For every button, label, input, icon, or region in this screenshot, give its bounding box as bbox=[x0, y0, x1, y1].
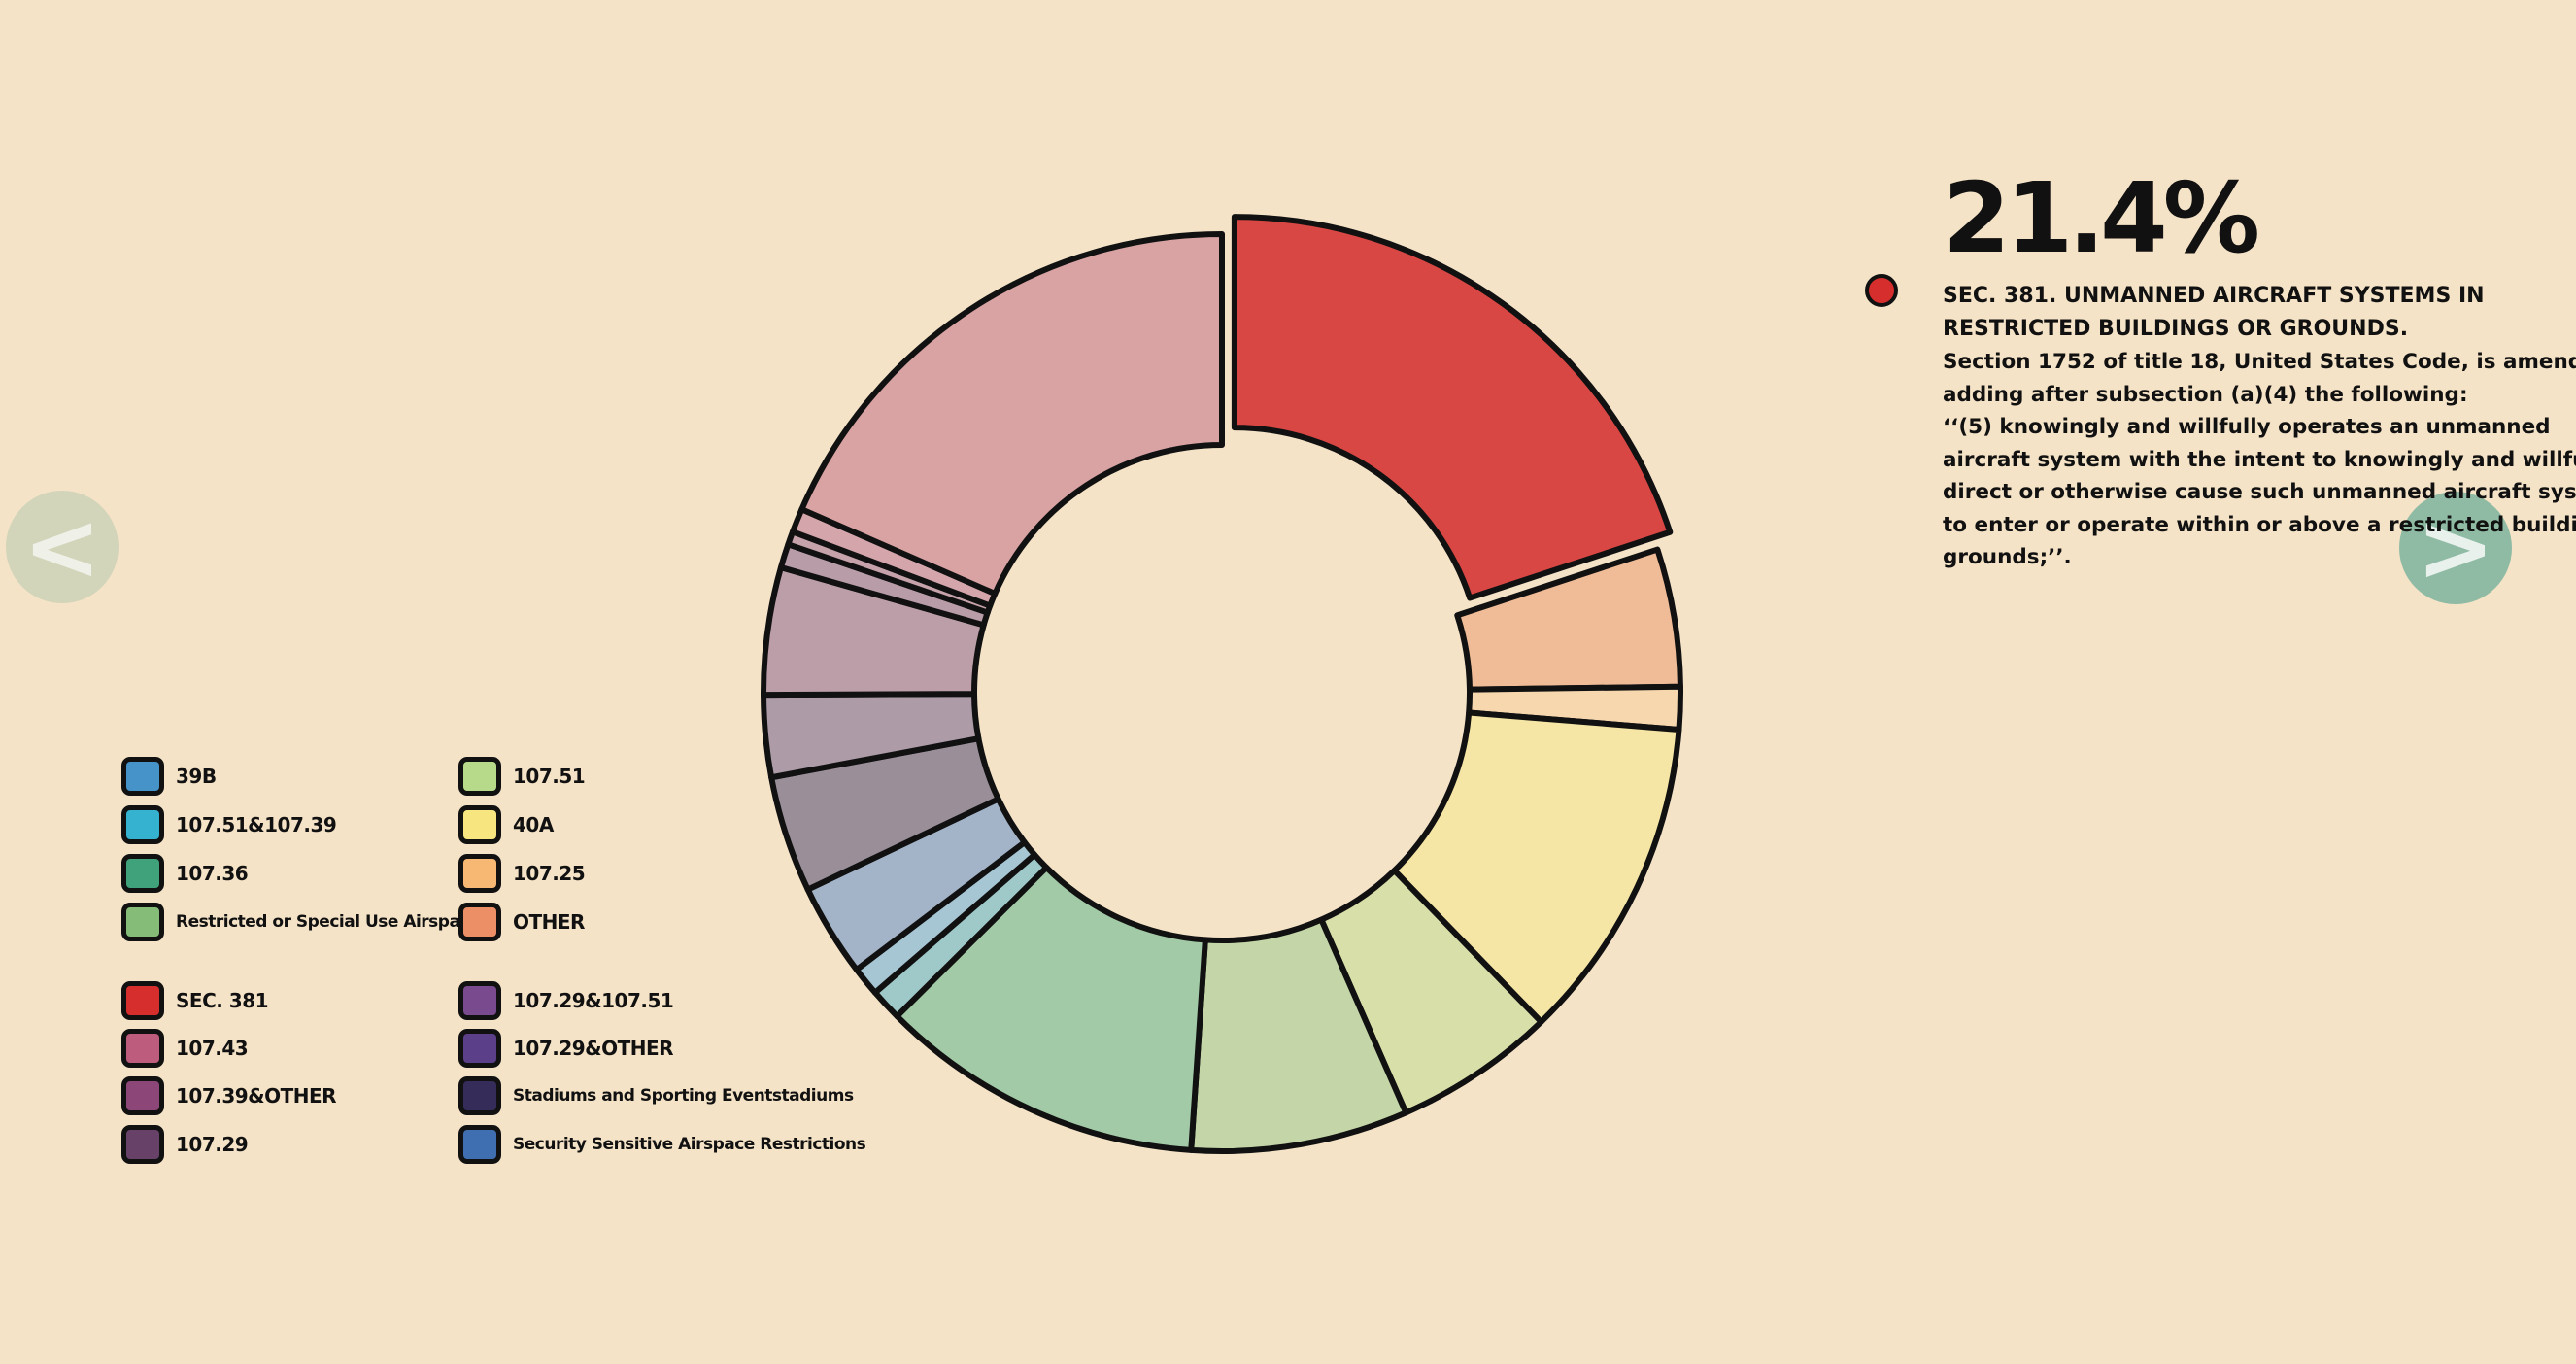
legend-swatch bbox=[458, 1029, 501, 1068]
legend-swatch bbox=[121, 1076, 164, 1115]
legend-item[interactable]: 107.36 bbox=[121, 853, 249, 894]
legend-item[interactable]: 107.39&OTHER bbox=[121, 1075, 337, 1116]
donut-slice-3[interactable] bbox=[1391, 709, 1682, 1025]
legend-swatch bbox=[121, 854, 164, 893]
detail-body-line: Section 1752 of title 18, United States … bbox=[1943, 350, 2576, 374]
legend-swatch bbox=[121, 981, 164, 1020]
legend-label: 39B bbox=[176, 765, 217, 788]
legend-label: 107.39&OTHER bbox=[176, 1084, 337, 1108]
legend-swatch bbox=[458, 757, 501, 796]
legend-label: 107.51&107.39 bbox=[176, 813, 337, 836]
detail-body-line: ‘‘(5) knowingly and willfully operates a… bbox=[1943, 415, 2551, 439]
previous-arrow-icon: < bbox=[22, 493, 102, 601]
legend-label: 107.29&OTHER bbox=[513, 1037, 674, 1060]
next-arrow-icon: > bbox=[2416, 494, 2495, 602]
legend-item[interactable]: OTHER bbox=[458, 902, 585, 942]
legend-label: SEC. 381 bbox=[176, 989, 269, 1012]
legend-swatch bbox=[121, 1125, 164, 1164]
detail-percent: 21.4% bbox=[1943, 161, 2260, 275]
detail-body: Section 1752 of title 18, United States … bbox=[1943, 346, 2576, 574]
legend-swatch bbox=[458, 981, 501, 1020]
legend-swatch bbox=[121, 1029, 164, 1068]
detail-body-line: direct or otherwise cause such unmanned … bbox=[1943, 480, 2576, 504]
legend-item[interactable]: Stadiums and Sporting Eventstadiums bbox=[458, 1075, 854, 1116]
legend-item[interactable]: 40A bbox=[458, 804, 554, 845]
legend-label: 107.36 bbox=[176, 862, 249, 885]
donut-slice-0[interactable] bbox=[1231, 214, 1674, 601]
legend-label: Stadiums and Sporting Eventstadiums bbox=[513, 1086, 854, 1106]
legend-swatch bbox=[121, 903, 164, 941]
legend-item[interactable]: 107.29&OTHER bbox=[458, 1028, 674, 1069]
legend-label: 107.29 bbox=[176, 1133, 249, 1156]
legend-item[interactable]: 39B bbox=[121, 756, 217, 797]
detail-body-line: adding after subsection (a)(4) the follo… bbox=[1943, 382, 2468, 407]
legend-swatch bbox=[458, 805, 501, 844]
donut-slice-16[interactable] bbox=[798, 231, 1225, 597]
legend-label: 107.43 bbox=[176, 1037, 249, 1060]
legend-item[interactable]: 107.43 bbox=[121, 1028, 249, 1069]
legend-item[interactable]: 107.51&107.39 bbox=[121, 804, 337, 845]
detail-title: SEC. 381. UNMANNED AIRCRAFT SYSTEMS IN R… bbox=[1943, 284, 2485, 341]
detail-body-line: to enter or operate within or above a re… bbox=[1943, 512, 2576, 537]
legend-label: 107.51 bbox=[513, 765, 586, 788]
legend-item[interactable]: 107.29 bbox=[121, 1124, 249, 1165]
legend-label: OTHER bbox=[513, 910, 585, 934]
legend-swatch bbox=[121, 805, 164, 844]
legend-item[interactable]: 107.25 bbox=[458, 853, 586, 894]
legend-item[interactable]: Restricted or Special Use Airspace bbox=[121, 902, 481, 942]
previous-button[interactable]: < bbox=[6, 491, 119, 603]
legend-swatch bbox=[458, 1076, 501, 1115]
next-button[interactable]: > bbox=[2399, 492, 2512, 604]
legend-item[interactable]: 107.51 bbox=[458, 756, 586, 797]
detail-body-line: grounds;’’. bbox=[1943, 545, 2072, 569]
donut-slice-6[interactable] bbox=[894, 864, 1208, 1153]
legend-label: 107.25 bbox=[513, 862, 586, 885]
legend-label: 40A bbox=[513, 813, 554, 836]
donut-slices bbox=[761, 214, 1683, 1154]
legend-swatch bbox=[458, 903, 501, 941]
legend-swatch bbox=[121, 757, 164, 796]
legend-swatch bbox=[458, 1125, 501, 1164]
detail-color-dot bbox=[1865, 274, 1898, 307]
legend-label: Security Sensitive Airspace Restrictions bbox=[513, 1135, 866, 1154]
legend-item[interactable]: 107.29&107.51 bbox=[458, 980, 674, 1021]
legend-item[interactable]: SEC. 381 bbox=[121, 980, 269, 1021]
legend-swatch bbox=[458, 854, 501, 893]
legend-item[interactable]: Security Sensitive Airspace Restrictions bbox=[458, 1124, 866, 1165]
legend-label: Restricted or Special Use Airspace bbox=[176, 912, 481, 932]
detail-body-line: aircraft system with the intent to knowi… bbox=[1943, 447, 2576, 472]
legend-label: 107.29&107.51 bbox=[513, 989, 674, 1012]
